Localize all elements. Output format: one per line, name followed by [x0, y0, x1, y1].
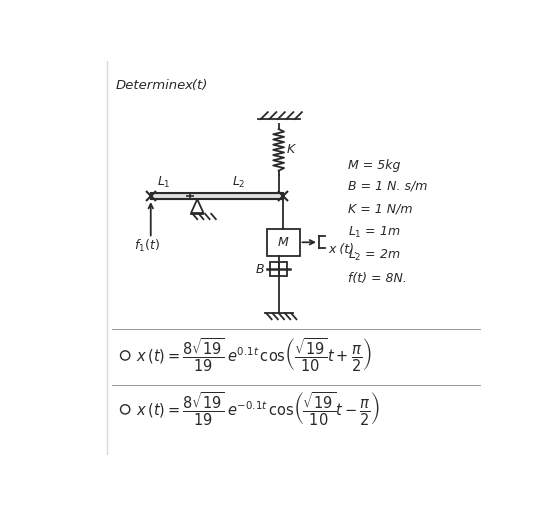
Text: Determine: Determine	[116, 79, 186, 92]
Text: f(t) = 8N.: f(t) = 8N.	[349, 272, 407, 285]
Text: x(t): x(t)	[184, 79, 208, 92]
Text: $x\,(t) = \dfrac{8\sqrt{19}}{19}\,e^{0.1t}\,\cos\!\left(\dfrac{\sqrt{19}}{10}t +: $x\,(t) = \dfrac{8\sqrt{19}}{19}\,e^{0.1…	[136, 337, 372, 374]
Text: K: K	[286, 144, 295, 156]
Text: $L_1$: $L_1$	[157, 175, 170, 190]
Text: M = 5kg: M = 5kg	[349, 159, 401, 172]
Text: $x\,(t) = \dfrac{8\sqrt{19}}{19}\,e^{-0.1t}\,\cos\!\left(\dfrac{\sqrt{19}}{10}t : $x\,(t) = \dfrac{8\sqrt{19}}{19}\,e^{-0.…	[136, 390, 380, 428]
Text: $f_1(t)$: $f_1(t)$	[134, 238, 160, 254]
Text: B = 1 N. s/m: B = 1 N. s/m	[349, 179, 428, 193]
Text: B: B	[256, 263, 265, 276]
Text: $L_1$ = 1m: $L_1$ = 1m	[349, 225, 401, 240]
Text: K = 1 N/m: K = 1 N/m	[349, 203, 413, 216]
Bar	[270, 262, 287, 276]
Text: x (t).: x (t).	[328, 243, 358, 257]
Text: $L_2$: $L_2$	[232, 175, 246, 190]
Text: $L_2$ = 2m: $L_2$ = 2m	[349, 248, 401, 263]
Bar	[267, 229, 300, 256]
Text: M: M	[278, 236, 289, 249]
